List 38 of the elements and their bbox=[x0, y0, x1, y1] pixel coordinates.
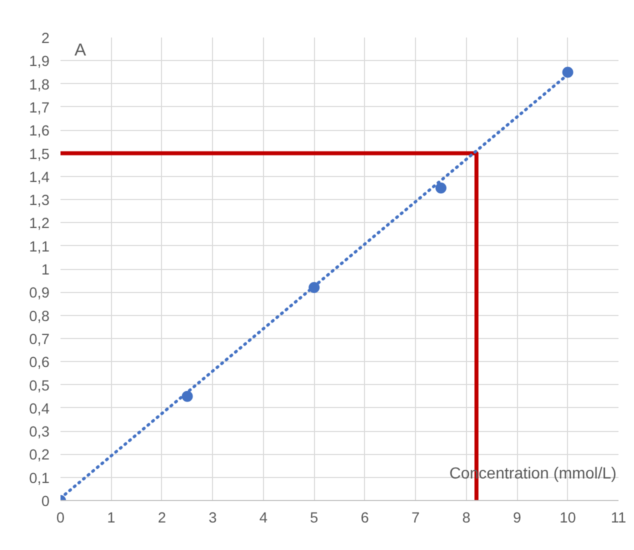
y-tick-label: 0 bbox=[41, 494, 50, 510]
y-tick-label: 1,1 bbox=[29, 239, 50, 256]
x-tick-label: 11 bbox=[610, 510, 626, 526]
y-tick-label: 1,9 bbox=[29, 54, 50, 70]
y-tick-label: 0,3 bbox=[29, 424, 50, 441]
x-tick-label: 1 bbox=[107, 510, 116, 526]
y-tick-label: 0,8 bbox=[29, 308, 50, 325]
point bbox=[435, 182, 446, 194]
x-tick-label: 8 bbox=[462, 510, 470, 526]
point bbox=[562, 66, 574, 78]
y-tick-label: 0,7 bbox=[29, 332, 50, 348]
point bbox=[182, 390, 193, 402]
y-tick-label: 1 bbox=[41, 262, 50, 278]
y-tick-label: 0,6 bbox=[29, 355, 50, 372]
point bbox=[308, 282, 320, 294]
x-tick-label: 6 bbox=[360, 510, 369, 526]
y-tick-label: 1,4 bbox=[29, 170, 50, 186]
x-tick-label: 4 bbox=[259, 510, 268, 526]
y-tick-label: 1,8 bbox=[29, 77, 50, 94]
y-tick-label: 0,1 bbox=[29, 470, 50, 487]
y-tick-label: 1,3 bbox=[29, 193, 50, 210]
y-tick-label: 0,4 bbox=[29, 401, 50, 418]
y-tick-label: 1,2 bbox=[29, 216, 50, 232]
annotation: A bbox=[74, 40, 86, 60]
x-tick-label: 5 bbox=[310, 510, 318, 526]
x-tick-label: 10 bbox=[560, 510, 576, 526]
x-tick-label: 0 bbox=[56, 510, 65, 526]
x-tick-label: 3 bbox=[208, 510, 217, 526]
y-tick-label: 0,9 bbox=[29, 286, 50, 302]
x-tick-label: 7 bbox=[412, 510, 420, 526]
y-tick-label: 0,5 bbox=[29, 378, 50, 394]
y-tick-label: 2 bbox=[41, 31, 50, 47]
x-tick-label: 9 bbox=[512, 510, 522, 526]
y-tick-label: 0,2 bbox=[29, 448, 50, 464]
x-tick-label: 2 bbox=[158, 510, 166, 526]
y-tick-label: 1,7 bbox=[29, 100, 50, 116]
y-tick-label: 1,5 bbox=[29, 146, 50, 163]
y-tick-label: 1,6 bbox=[29, 124, 50, 140]
